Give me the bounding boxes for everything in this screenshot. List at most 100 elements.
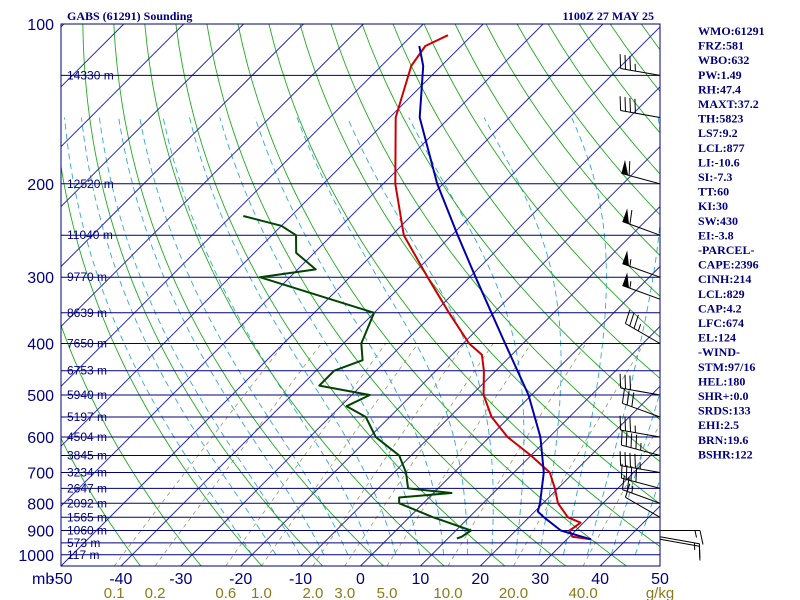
moist-adiabat [408,117,525,555]
index-item: SW:430 [698,214,738,228]
mixing-ratio-label: 40.0 [568,585,597,600]
mixing-ratio-line [513,343,645,566]
mixing-ratio-unit-label: g/kg [646,585,674,600]
wind-barb-feather [629,312,635,327]
height-label: 1060 m [67,524,107,538]
wind-barb [622,250,661,278]
wind-barb-feather [625,465,628,480]
wind-barb-feather [635,434,638,450]
moist-adiabat [189,117,397,555]
wind-barb-feather [619,415,622,431]
wind-barb-half-feather [629,281,632,289]
wind-barb-feather [635,467,638,483]
mixing-ratio-label: 2.0 [302,585,323,600]
height-label: 3234 m [67,466,107,480]
isotherm [61,24,244,208]
index-item: EHI:2.5 [698,418,739,432]
mixing-ratio-line [312,343,465,566]
wind-barb-feather [628,161,631,176]
index-item: -WIND- [698,345,740,359]
index-item: SI:-7.3 [698,170,732,184]
mixing-ratio-line [154,343,322,566]
wind-barb-feather [621,475,625,490]
temperature-tick-label: 40 [591,571,609,588]
index-item: CAP:4.2 [698,301,742,315]
dew-point-line [243,215,472,540]
wind-barb-feather [633,314,639,329]
wind-barb-half-feather [629,259,632,267]
height-label: 573 m [67,536,100,550]
index-item: LS7:9.2 [698,126,738,140]
temperature-tick-label: -50 [49,571,72,588]
wind-barb-feather [629,210,633,225]
moist-adiabat [162,117,373,555]
wind-barb-staff [625,323,661,344]
temperature-tick-label: 50 [651,571,669,588]
isotherm [61,24,185,148]
wind-barb-feather [629,97,631,113]
wind-barb [622,272,661,300]
wind-barb-pennant [621,159,629,176]
index-item: WMO:61291 [698,24,765,38]
isotherm [61,24,604,566]
wind-barb [621,159,661,185]
height-label: 117 m [67,548,99,562]
height-label: 5940 m [67,388,107,402]
index-item: LCL:829 [698,287,745,301]
moist-adiabat [118,117,325,555]
isotherm [61,24,304,268]
pressure-tick-label: 400 [27,337,54,354]
wind-barb-feather [619,451,622,466]
wind-barb [619,96,661,118]
wind-barb-feather [625,432,628,447]
wind-barb-feather [629,55,631,71]
index-item: WBO:632 [698,53,749,67]
wind-barb-feather [624,309,631,324]
wind-barb-feather [629,375,631,390]
index-item: EI:-3.8 [698,228,734,242]
pressure-tick-label: 700 [27,466,54,483]
dry-adiabat [82,24,324,566]
dry-adiabat [61,163,263,566]
mixing-ratio-label: 1.0 [251,585,272,600]
wind-barb-pennant [622,272,629,288]
plot-frame [60,23,661,567]
wind-barb-feather [629,417,631,432]
wind-barb-staff [620,387,661,396]
wind-barb-feather [630,466,633,481]
wind-barb-staff [625,496,661,518]
pressure-unit-label: mb [32,571,54,588]
temperature-tick-label: -10 [289,571,312,588]
pressure-labels: 100 200 300 400 500 600 700 800 900 1000 mb [18,17,54,588]
pressure-tick-label: 600 [27,430,54,447]
wind-barb [659,536,701,559]
index-item: BRN:19.6 [698,433,748,447]
isotherm [360,265,660,566]
index-item: LFC:674 [698,316,744,330]
mixing-ratio-line [113,343,285,566]
index-item: BSHR:122 [698,447,753,461]
mixing-ratio-label: 20.0 [499,585,528,600]
height-label: 3845 m [67,449,107,463]
pressure-tick-label: 100 [27,17,54,34]
wind-barb-staff [621,477,661,489]
wind-barb [619,451,661,473]
chart-timestamp: 1100Z 27 MAY 25 [563,9,654,23]
moist-adiabat [80,117,277,556]
height-label: 1565 m [67,510,107,524]
wind-barb-feather [619,96,622,111]
moist-adiabat [98,117,301,556]
moist-adiabat [219,117,421,555]
wind-barb [620,430,661,456]
dry-adiabat [392,24,660,379]
wind-barb [621,475,661,504]
isotherm [420,325,660,566]
wind-barb-feather [624,452,626,467]
wind-barb-staff [620,429,661,438]
wind-barb-feather [624,54,626,70]
index-item: LCL:877 [698,141,745,155]
pressure-tick-label: 200 [27,177,54,194]
height-labels: 14330 m 12520 m 11040 m 9770 m 8639 m 7650 m 6… [67,68,114,561]
mixing-ratio-label: 0.6 [215,585,236,600]
index-item: EL:124 [698,331,736,345]
